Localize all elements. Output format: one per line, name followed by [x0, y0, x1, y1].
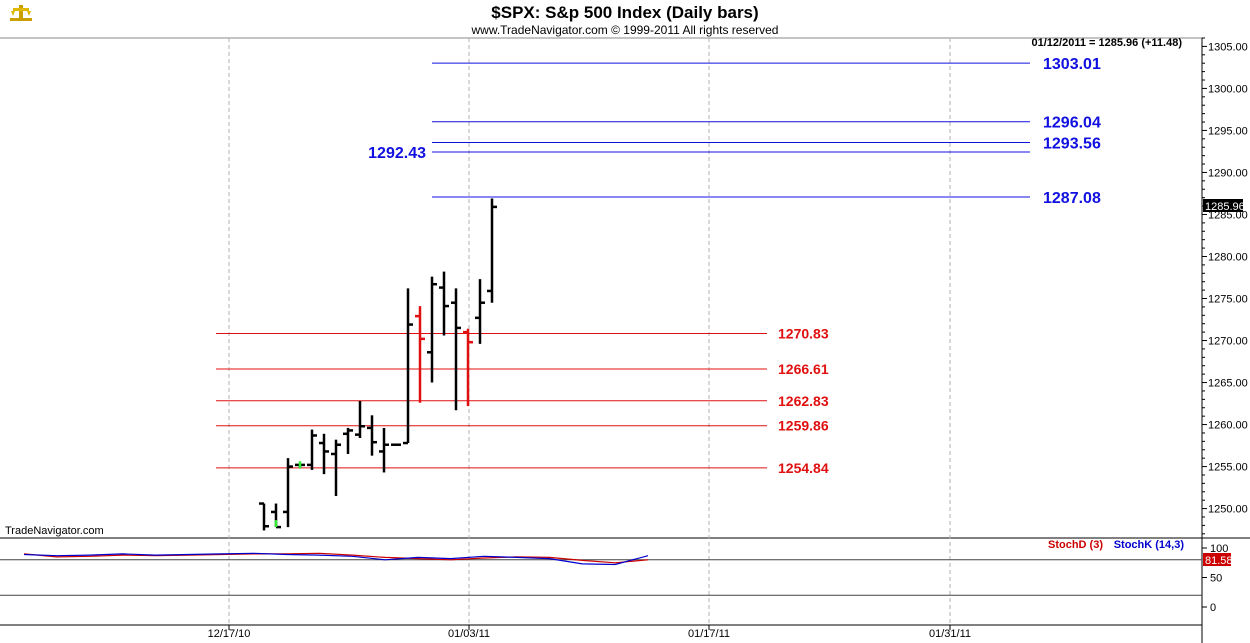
price-axis-ticks: 1250.00 1255.00 1260.00 1265.00 1270.00 1275.…: [1202, 37, 1248, 535]
price-bar: [463, 328, 473, 407]
stoch-tick-label: 0: [1210, 602, 1216, 614]
price-tick-label: 1260.00: [1208, 420, 1248, 432]
price-tick-label: 1300.00: [1208, 83, 1248, 95]
blue-level-label: 1293.56: [1043, 136, 1101, 153]
price-tick-label: 1305.00: [1208, 41, 1248, 53]
blue-level-label: 1287.08: [1043, 190, 1101, 207]
grid-layer: [228, 38, 951, 625]
date-tick-label: 01/17/11: [688, 628, 730, 640]
price-tick-label: 1295.00: [1208, 125, 1248, 137]
red-level-label: 1254.84: [778, 460, 829, 476]
watermark: TradeNavigator.com: [5, 525, 104, 537]
price-marker: 1285.96: [1203, 199, 1245, 213]
price-tick-label: 1250.00: [1208, 504, 1248, 516]
blue-level-label: 1303.01: [1043, 56, 1101, 73]
stoch-value-label: 81.58: [1205, 555, 1233, 567]
price-bar: [307, 429, 317, 470]
date-tick-label: 12/17/10: [208, 628, 251, 640]
bars-layer: [259, 198, 497, 531]
stochastic-pane: 100 50 0: [0, 543, 1228, 614]
date-tick-label: 01/03/11: [448, 628, 490, 640]
price-tick-label: 1290.00: [1208, 167, 1248, 179]
price-bar: [379, 427, 389, 473]
price-bar: [415, 306, 425, 403]
price-bar: [319, 433, 329, 475]
stoch-d-legend: StochD (3): [1048, 539, 1103, 551]
price-bar: [367, 415, 377, 456]
red-level-label: 1266.61: [778, 361, 829, 377]
level-layer: 1303.01 1296.04 1293.56 1292.43 1287.08 1270.…: [216, 56, 1101, 476]
stoch-k-legend: StochK (14,3): [1114, 539, 1185, 551]
price-tick-label: 1275.00: [1208, 294, 1248, 306]
price-tick-label: 1285.00: [1208, 209, 1248, 221]
price-tick-label: 1280.00: [1208, 251, 1248, 263]
price-bar: [355, 401, 365, 438]
header-logo-icon: [10, 5, 32, 21]
price-bar: [295, 461, 305, 469]
price-marker-label: 1285.96: [1205, 201, 1245, 213]
stoch-k-series: [23, 552, 649, 566]
stoch-tick-label: 100: [1210, 543, 1228, 555]
stoch-tick-label: 50: [1210, 573, 1222, 585]
price-bar: [475, 279, 485, 344]
price-bar: [427, 276, 437, 383]
price-tick-label: 1265.00: [1208, 378, 1248, 390]
date-tick-label: 01/31/11: [929, 628, 971, 640]
price-bar: [439, 271, 449, 336]
price-bar: [343, 427, 353, 454]
price-bar: [259, 502, 269, 531]
chart-subtitle: www.TradeNavigator.com © 1999-2011 All r…: [471, 23, 779, 37]
date-axis-ticks: 12/17/10 01/03/11 01/17/11 01/31/11: [208, 625, 971, 640]
chart-title: $SPX: S&p 500 Index (Daily bars): [491, 3, 758, 22]
blue-level-label: 1296.04: [1043, 115, 1101, 132]
price-bar: [283, 458, 293, 528]
price-bar: [331, 439, 341, 496]
price-bar: [451, 288, 461, 411]
price-tick-label: 1270.00: [1208, 336, 1248, 348]
red-level-label: 1259.86: [778, 418, 829, 434]
price-bar: [391, 443, 401, 446]
price-bar: [403, 288, 413, 445]
red-level-label: 1262.83: [778, 393, 829, 409]
red-level-label: 1270.83: [778, 326, 829, 342]
price-bar: [271, 503, 281, 529]
stoch-value-marker: 81.58: [1203, 553, 1233, 567]
last-value-readout: 01/12/2011 = 1285.96 (+11.48): [1032, 37, 1183, 49]
blue-level-label: 1292.43: [368, 145, 426, 162]
price-tick-label: 1255.00: [1208, 462, 1248, 474]
price-bar: [487, 198, 497, 303]
stoch-d-series: [23, 552, 649, 564]
